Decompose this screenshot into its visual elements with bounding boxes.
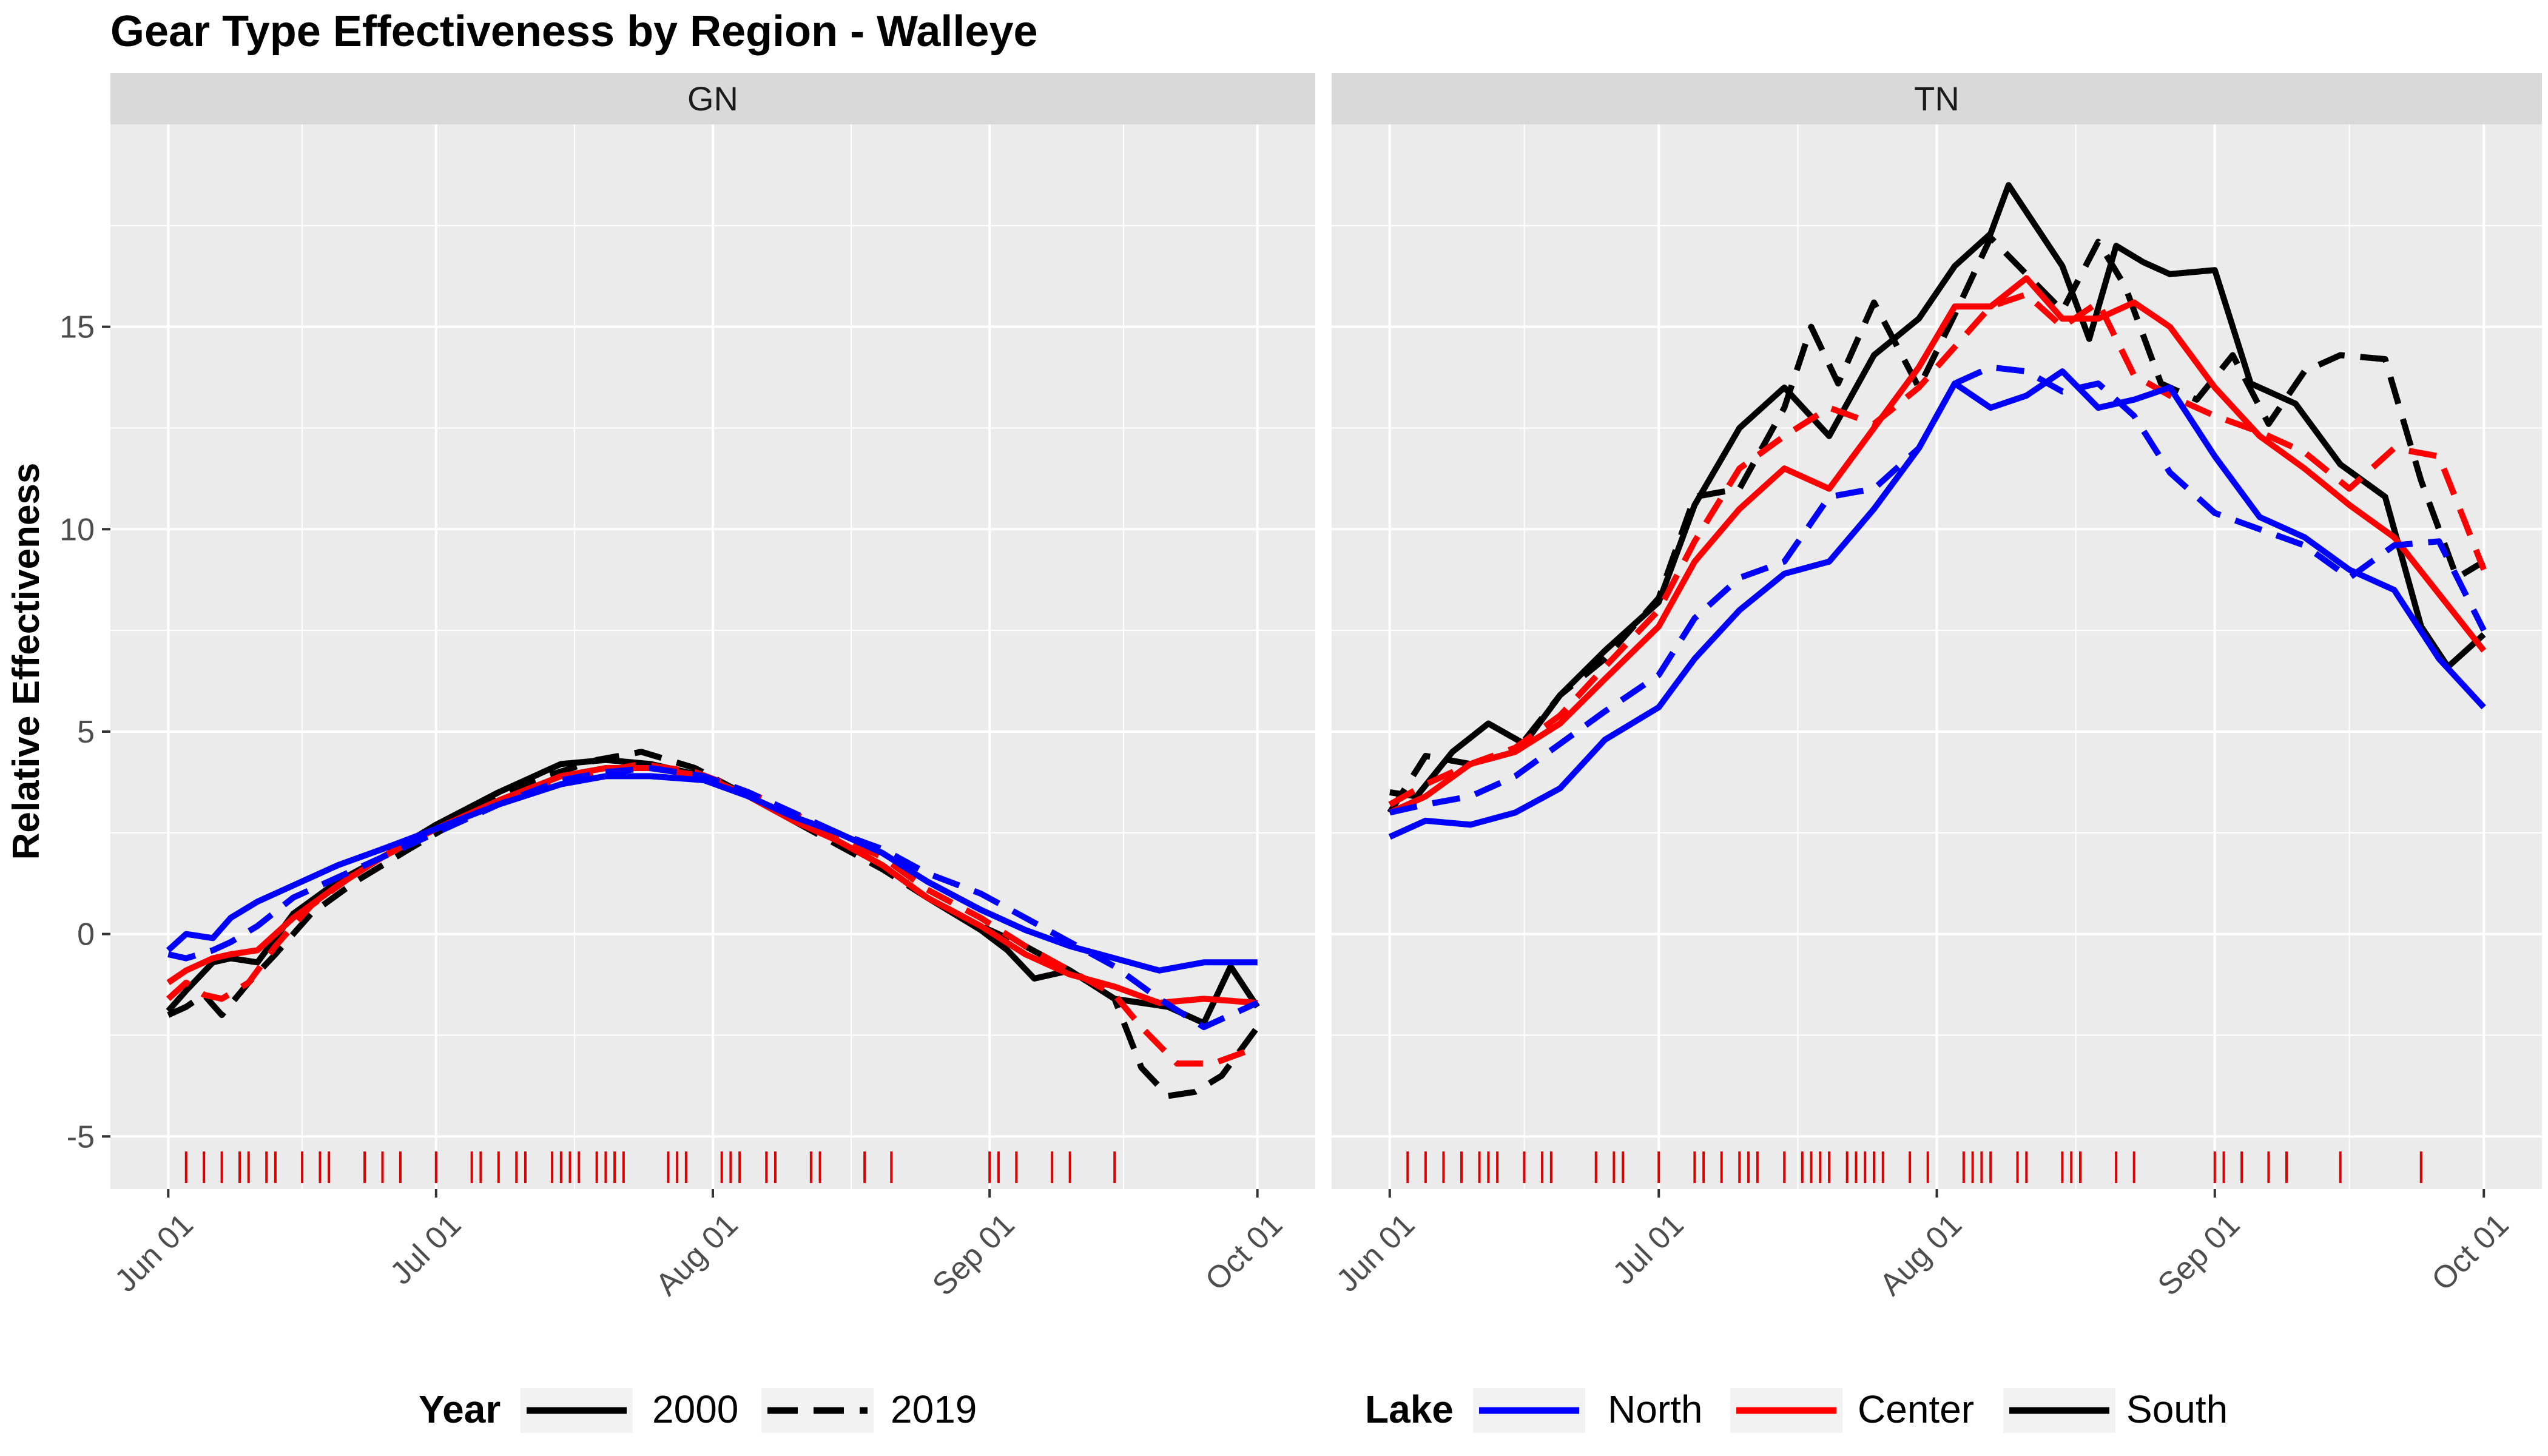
x-tick-label: Jul 01 (1606, 1207, 1691, 1291)
facet-strip (1332, 73, 2542, 124)
x-tick-label: Aug 01 (1873, 1207, 1969, 1303)
series-line-north-2000 (1388, 368, 2486, 840)
x-tick-label: Sep 01 (926, 1207, 1022, 1303)
legend-label-2019: 2019 (891, 1387, 977, 1431)
panels: GN Jun 01 Jul 01 Aug 01 Sep 01 Oct 01 -5 0 5 10 15… (59, 73, 2542, 1303)
series-line-north-2019 (1389, 364, 2487, 816)
x-axis: Jun 01 Jul 01 Aug 01 Sep 01 Oct 01 (1330, 1189, 2516, 1303)
series-line-center-2000 (1388, 275, 2487, 815)
x-tick-label: Jun 01 (1330, 1207, 1421, 1298)
legend-label-center: Center (1858, 1387, 1974, 1431)
facet-strip (110, 73, 1315, 124)
x-tick-label: Jun 01 (108, 1207, 200, 1298)
y-tick-label: 10 (59, 512, 95, 547)
series-line-north-2019 (167, 765, 1259, 1031)
y-tick-label: 15 (59, 310, 95, 345)
y-tick-label: -5 (67, 1119, 95, 1154)
y-axis-title: Relative Effectiveness (5, 463, 47, 860)
legend: Year 2000 2019 Lake North Center South (419, 1387, 2228, 1433)
major-grid (110, 124, 1315, 1189)
y-tick-label: 5 (77, 715, 95, 750)
series-line-center-2019 (1388, 291, 2487, 807)
x-tick-label: Oct 01 (2425, 1207, 2515, 1297)
y-axis: -5 0 5 10 15 (59, 310, 110, 1154)
series-lines (1387, 182, 2487, 840)
x-axis: Jun 01 Jul 01 Aug 01 Sep 01 Oct 01 (108, 1189, 1289, 1303)
chart-title: Gear Type Effectiveness by Region - Wall… (110, 7, 1038, 56)
panel-gn: GN Jun 01 Jul 01 Aug 01 Sep 01 Oct 01 -5 0 5 10 15 (59, 73, 1315, 1303)
legend-label-2000: 2000 (652, 1387, 738, 1431)
legend-label-south: South (2126, 1387, 2228, 1431)
series-lines (166, 749, 1260, 1099)
x-tick-label: Sep 01 (2151, 1207, 2247, 1303)
facet-label: TN (1914, 79, 1960, 118)
x-tick-label: Oct 01 (1199, 1207, 1289, 1297)
rug-marks (184, 1151, 1116, 1183)
major-grid (1332, 124, 2542, 1189)
rug-marks (1406, 1151, 2422, 1183)
panel-tn: TN Jun 01 Jul 01 Aug 01 Sep 01 Oct 01 (1330, 73, 2542, 1303)
x-tick-label: Jul 01 (383, 1207, 468, 1291)
legend-lake-title: Lake (1365, 1387, 1454, 1431)
y-tick-label: 0 (77, 917, 95, 952)
facet-label: GN (687, 79, 738, 118)
series-line-south-2019 (1387, 234, 2486, 815)
legend-label-north: North (1608, 1387, 1703, 1431)
series-line-north-2000 (166, 773, 1258, 974)
legend-year-title: Year (419, 1387, 500, 1431)
x-tick-label: Aug 01 (649, 1207, 745, 1303)
